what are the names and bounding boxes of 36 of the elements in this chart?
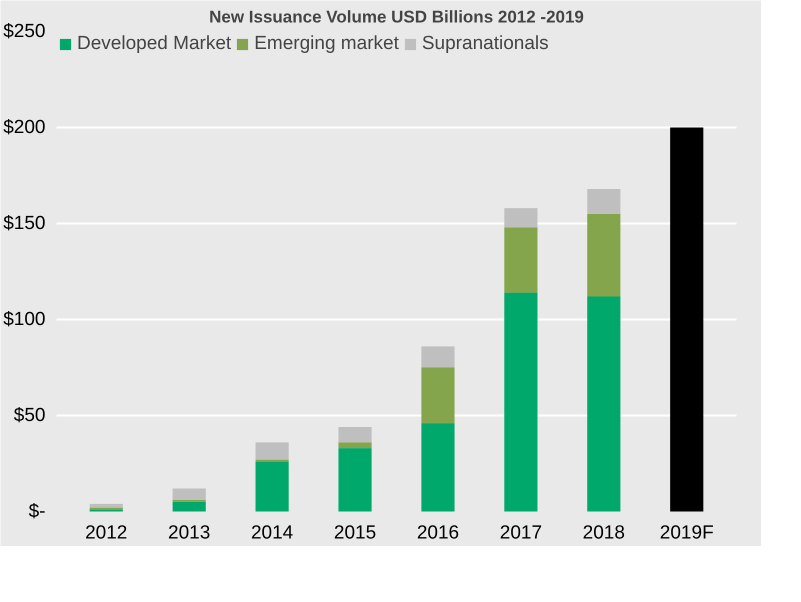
bar (587, 188, 620, 214)
x-tick-label: 2016 (416, 522, 460, 544)
x-tick-label: 2015 (334, 522, 376, 544)
y-tick-label: $- (28, 501, 46, 522)
bar (338, 427, 372, 442)
bar (338, 448, 372, 512)
y-tick-label: $250 (3, 21, 46, 42)
legend-label: Emerging market (254, 33, 399, 55)
bar (504, 292, 538, 512)
bar (504, 227, 538, 293)
bar (256, 442, 289, 460)
chart-title: New Issuance Volume USD Billions 2012 -2019 (209, 8, 584, 26)
y-tick-label: $150 (3, 213, 46, 234)
x-tick-label: 2017 (500, 522, 542, 544)
bar (338, 442, 372, 448)
bar (421, 368, 455, 424)
x-tick-label: 2014 (250, 522, 294, 544)
x-tick-label: 2018 (582, 522, 625, 544)
x-tick-label: 2019F (660, 522, 714, 544)
bar (172, 502, 206, 512)
bar (587, 214, 620, 296)
y-tick-label: $100 (3, 309, 46, 330)
bar (256, 462, 289, 512)
legend-label: Supranationals (422, 33, 549, 55)
x-tick-label: 2013 (168, 522, 210, 544)
bar (504, 208, 538, 228)
x-tick-label: 2012 (85, 522, 128, 544)
legend-label: Developed Market (77, 33, 232, 55)
bar (421, 423, 455, 512)
y-tick-label: $50 (14, 405, 46, 426)
bar (90, 504, 123, 508)
y-tick-label: $200 (3, 117, 46, 138)
bar (421, 346, 455, 368)
bar (172, 488, 206, 500)
bar (670, 128, 704, 512)
bar (587, 296, 620, 512)
